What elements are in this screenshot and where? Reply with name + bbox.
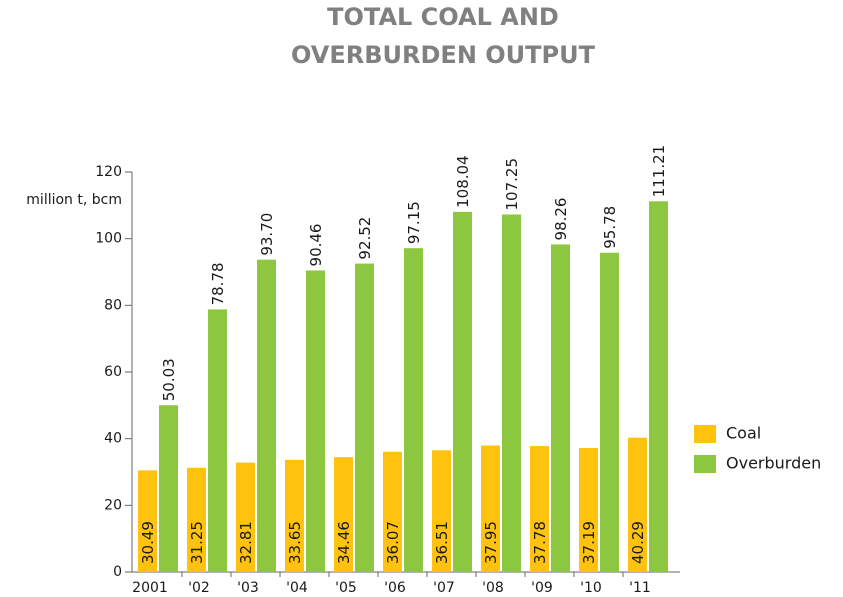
value-label: 93.70	[258, 213, 276, 256]
value-label: 50.03	[160, 358, 178, 401]
value-label: 98.26	[552, 198, 570, 241]
value-label: 95.78	[601, 206, 619, 249]
bar	[551, 244, 570, 572]
y-tick-label: 100	[95, 231, 122, 247]
value-label: 30.49	[139, 521, 157, 564]
y-tick-label: 60	[104, 364, 122, 380]
bar	[432, 450, 451, 572]
y-tick-label: 40	[104, 431, 122, 447]
legend-label: Overburden	[726, 454, 821, 473]
value-label: 90.46	[307, 224, 325, 267]
x-tick-label: '04	[286, 580, 308, 596]
x-tick-label: '09	[531, 580, 553, 596]
value-label: 33.65	[286, 521, 304, 564]
y-axis-label: million t, bcm	[26, 192, 122, 208]
x-tick-label: '10	[580, 580, 602, 596]
bar	[208, 309, 227, 572]
bar	[502, 214, 521, 572]
y-tick-label: 120	[95, 164, 122, 180]
value-label: 37.19	[580, 521, 598, 564]
bar	[530, 446, 549, 572]
value-label: 36.07	[384, 521, 402, 564]
value-label: 34.46	[335, 521, 353, 564]
bar	[138, 470, 157, 572]
value-label: 37.95	[482, 521, 500, 564]
x-tick-label: '08	[482, 580, 504, 596]
bar	[257, 259, 276, 572]
value-label: 31.25	[188, 521, 206, 564]
x-tick-label: '02	[188, 580, 210, 596]
bar	[187, 467, 206, 572]
legend-label: Coal	[726, 424, 761, 443]
value-label: 32.81	[237, 521, 255, 564]
value-label: 40.29	[629, 521, 647, 564]
value-label: 92.52	[356, 217, 374, 260]
bar	[600, 252, 619, 572]
value-label: 78.78	[209, 262, 227, 305]
bar	[628, 437, 647, 572]
bar	[159, 405, 178, 572]
bar	[481, 445, 500, 572]
chart-title: OVERBURDEN OUTPUT	[291, 41, 596, 69]
bar	[236, 462, 255, 572]
value-label: 37.78	[531, 521, 549, 564]
bar	[383, 451, 402, 572]
value-label: 97.15	[405, 201, 423, 244]
legend-swatch	[694, 425, 716, 443]
x-tick-label: '03	[237, 580, 259, 596]
value-label: 111.21	[650, 145, 668, 198]
bar	[579, 448, 598, 572]
bar	[334, 457, 353, 572]
bar	[285, 459, 304, 572]
x-tick-label: '06	[384, 580, 406, 596]
x-tick-label: 2001	[132, 580, 168, 596]
bar	[404, 248, 423, 572]
bar	[355, 263, 374, 572]
value-label: 36.51	[433, 521, 451, 564]
chart-title: TOTAL COAL AND	[327, 3, 559, 31]
y-tick-label: 0	[113, 564, 122, 580]
y-tick-label: 80	[104, 297, 122, 313]
x-tick-label: '05	[335, 580, 357, 596]
y-tick-label: 20	[104, 497, 122, 513]
bar	[306, 270, 325, 572]
value-label: 108.04	[454, 155, 472, 208]
value-label: 107.25	[503, 158, 521, 211]
bar	[453, 211, 472, 572]
x-tick-label: '07	[433, 580, 455, 596]
legend-swatch	[694, 455, 716, 473]
x-tick-label: '11	[629, 580, 651, 596]
bar	[649, 201, 668, 573]
